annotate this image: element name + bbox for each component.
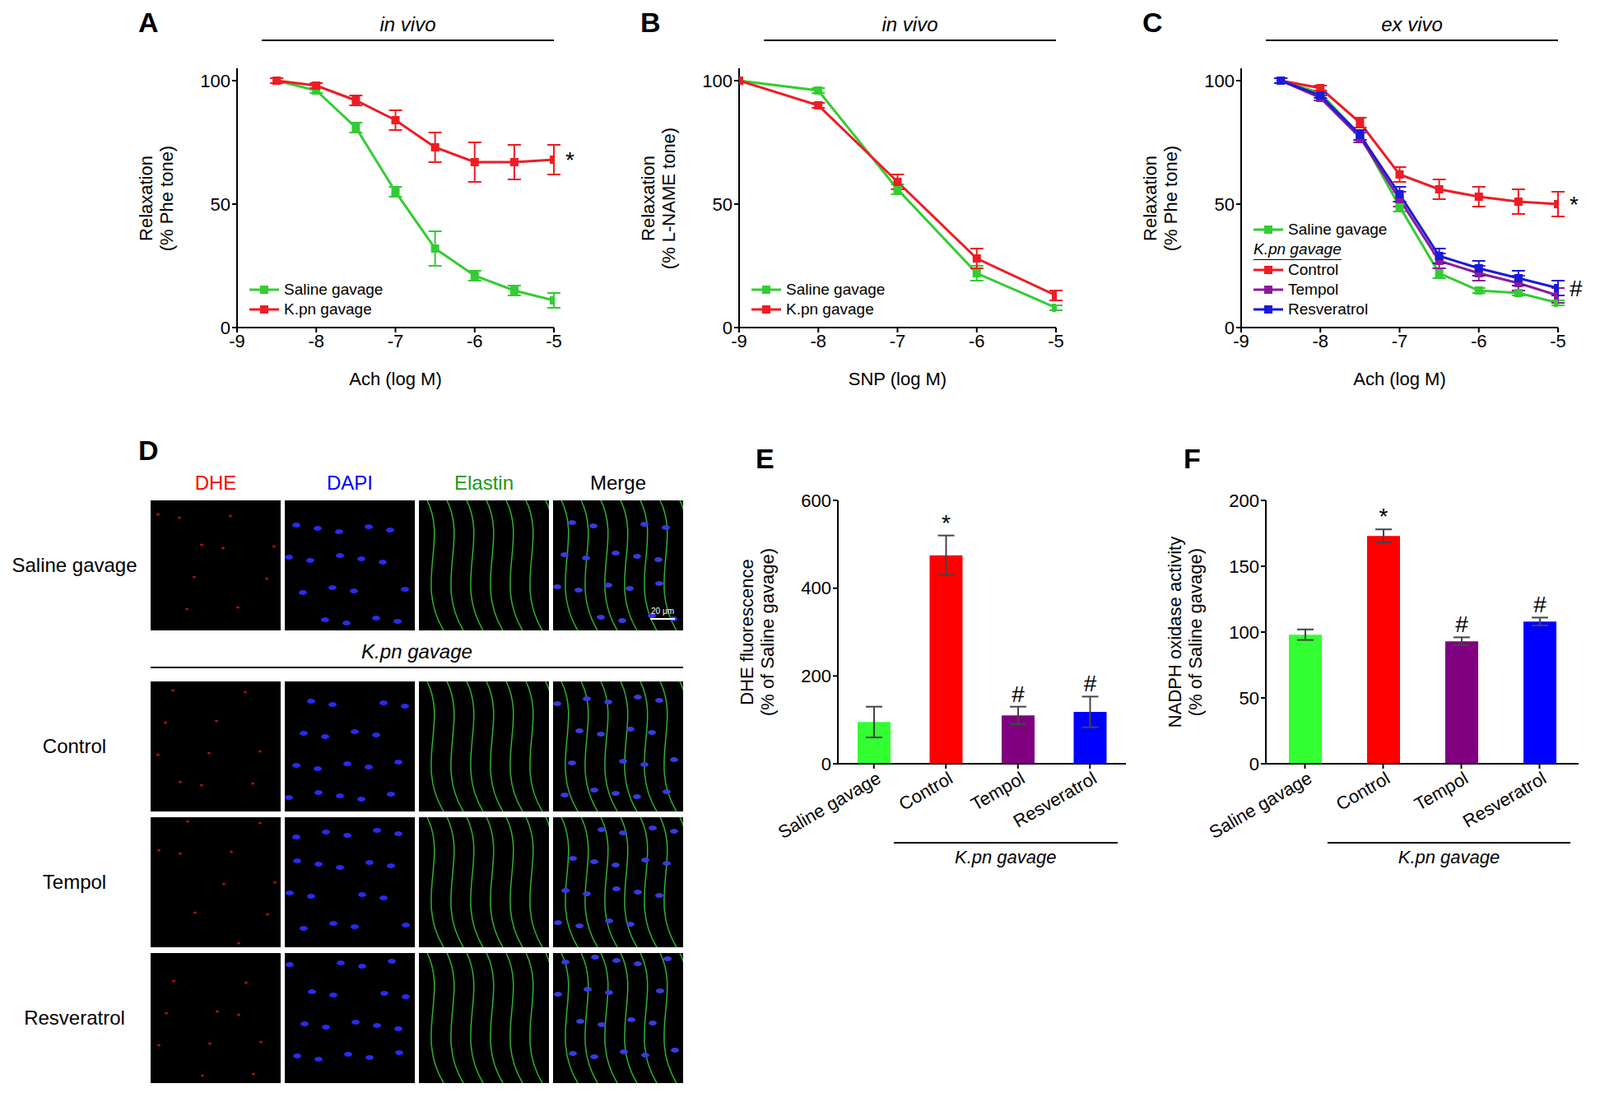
svg-text:0: 0 bbox=[220, 317, 231, 339]
svg-text:20 μm: 20 μm bbox=[651, 606, 675, 616]
html-text:Resveratrol: Resveratrol bbox=[1288, 300, 1369, 318]
svg-text:50: 50 bbox=[210, 194, 231, 215]
html-text:DHE fluorescence: DHE fluorescence bbox=[736, 559, 757, 706]
svg-text:-6: -6 bbox=[968, 330, 986, 352]
svg-text:200: 200 bbox=[1228, 490, 1260, 512]
svg-text:-5: -5 bbox=[545, 330, 563, 352]
svg-text:-9: -9 bbox=[1232, 330, 1250, 352]
html-text:(% L-NAME tone): (% L-NAME tone) bbox=[658, 126, 680, 269]
svg-text:-7: -7 bbox=[387, 330, 405, 352]
html-text:(% of Saline gavage): (% of Saline gavage) bbox=[1185, 548, 1206, 717]
svg-text:Resveratrol: Resveratrol bbox=[1459, 767, 1550, 833]
html-text:Control: Control bbox=[42, 734, 107, 758]
svg-text:50: 50 bbox=[1239, 688, 1260, 709]
svg-text:400: 400 bbox=[800, 577, 832, 599]
html-text:NADPH oxidase activity: NADPH oxidase activity bbox=[1164, 536, 1185, 728]
html-text:Tempol: Tempol bbox=[42, 870, 107, 894]
svg-text:-6: -6 bbox=[1470, 330, 1488, 352]
svg-text:Resveratrol: Resveratrol bbox=[1009, 767, 1101, 833]
svg-text:Control: Control bbox=[1332, 767, 1394, 815]
html-text:Saline gavage: Saline gavage bbox=[11, 553, 138, 577]
html-text:Saline gavage: Saline gavage bbox=[283, 280, 384, 298]
svg-text:100: 100 bbox=[702, 70, 733, 92]
html-text:Saline gavage: Saline gavage bbox=[786, 280, 886, 298]
svg-text:*: * bbox=[941, 510, 951, 536]
svg-text:#: # bbox=[1569, 275, 1583, 302]
svg-text:Control: Control bbox=[895, 767, 957, 815]
html-text:K.pn gavage: K.pn gavage bbox=[786, 300, 874, 318]
html-text:(% Phe tone): (% Phe tone) bbox=[1160, 145, 1182, 251]
html-text:ex vivo: ex vivo bbox=[1381, 13, 1443, 36]
html-text:Tempol: Tempol bbox=[1288, 280, 1339, 298]
html-text:Relaxation: Relaxation bbox=[637, 155, 659, 241]
svg-text:-5: -5 bbox=[1549, 330, 1567, 352]
svg-text:-9: -9 bbox=[730, 330, 748, 352]
html-text:Control: Control bbox=[1288, 260, 1339, 279]
html-text:Relaxation: Relaxation bbox=[135, 155, 157, 241]
html-text:Resveratrol: Resveratrol bbox=[23, 1006, 126, 1029]
svg-text:Saline gavage: Saline gavage bbox=[1205, 767, 1316, 843]
html-text:K.pn gavage: K.pn gavage bbox=[283, 300, 372, 318]
html-text:(% Phe tone): (% Phe tone) bbox=[156, 145, 177, 251]
svg-text:#: # bbox=[1011, 681, 1025, 707]
svg-text:*: * bbox=[565, 147, 575, 173]
svg-text:-5: -5 bbox=[1047, 330, 1065, 352]
svg-text:0: 0 bbox=[722, 317, 733, 339]
svg-text:100: 100 bbox=[200, 70, 231, 92]
svg-text:SNP (log M): SNP (log M) bbox=[848, 368, 947, 390]
html-text:F: F bbox=[1183, 442, 1201, 475]
svg-text:*: * bbox=[1379, 503, 1389, 530]
svg-text:0: 0 bbox=[821, 753, 832, 775]
svg-text:50: 50 bbox=[1214, 194, 1235, 215]
html-text:in vivo: in vivo bbox=[379, 13, 436, 36]
svg-text:-6: -6 bbox=[466, 330, 484, 352]
svg-text:Saline gavage: Saline gavage bbox=[774, 767, 884, 843]
html-text:Merge: Merge bbox=[590, 471, 647, 494]
svg-text:100: 100 bbox=[1228, 622, 1260, 643]
html-text:K.pn gavage: K.pn gavage bbox=[361, 640, 473, 663]
svg-text:-8: -8 bbox=[809, 330, 827, 352]
html-text:(% of Saline gavage): (% of Saline gavage) bbox=[757, 548, 778, 717]
html-text:DAPI: DAPI bbox=[326, 471, 373, 494]
html-text:K.pn gavage: K.pn gavage bbox=[1398, 846, 1500, 868]
html-text:K.pn gavage: K.pn gavage bbox=[1253, 240, 1342, 258]
html-text:DHE: DHE bbox=[194, 471, 237, 494]
html-text:K.pn gavage: K.pn gavage bbox=[954, 846, 1057, 868]
html-text:Relaxation: Relaxation bbox=[1139, 155, 1161, 241]
svg-text:#: # bbox=[1083, 670, 1098, 697]
svg-text:150: 150 bbox=[1228, 556, 1260, 577]
svg-text:100: 100 bbox=[1204, 70, 1235, 92]
html-text:A: A bbox=[138, 6, 159, 38]
svg-text:-7: -7 bbox=[889, 330, 907, 352]
svg-text:#: # bbox=[1533, 591, 1547, 618]
svg-text:200: 200 bbox=[800, 665, 832, 687]
html-text:B: B bbox=[640, 6, 661, 38]
svg-text:Ach (log M): Ach (log M) bbox=[348, 368, 442, 390]
html-text:Saline gavage: Saline gavage bbox=[1288, 220, 1388, 238]
svg-text:#: # bbox=[1455, 611, 1469, 638]
svg-text:Tempol: Tempol bbox=[967, 767, 1028, 815]
html-text:E: E bbox=[755, 442, 775, 475]
svg-text:Tempol: Tempol bbox=[1410, 767, 1472, 815]
svg-text:-8: -8 bbox=[307, 330, 325, 352]
svg-text:600: 600 bbox=[800, 490, 832, 512]
svg-text:-9: -9 bbox=[228, 330, 246, 352]
html-text:Elastin: Elastin bbox=[454, 471, 514, 494]
svg-text:Ach (log M): Ach (log M) bbox=[1353, 368, 1446, 390]
svg-text:0: 0 bbox=[1249, 753, 1260, 775]
html-text:in vivo: in vivo bbox=[881, 13, 938, 36]
svg-text:-8: -8 bbox=[1311, 330, 1329, 352]
html-text:D: D bbox=[138, 434, 159, 466]
svg-text:0: 0 bbox=[1224, 317, 1235, 339]
svg-text:*: * bbox=[1569, 191, 1579, 218]
svg-text:-7: -7 bbox=[1391, 330, 1409, 352]
html-text:C: C bbox=[1142, 6, 1163, 38]
svg-text:50: 50 bbox=[712, 194, 733, 215]
